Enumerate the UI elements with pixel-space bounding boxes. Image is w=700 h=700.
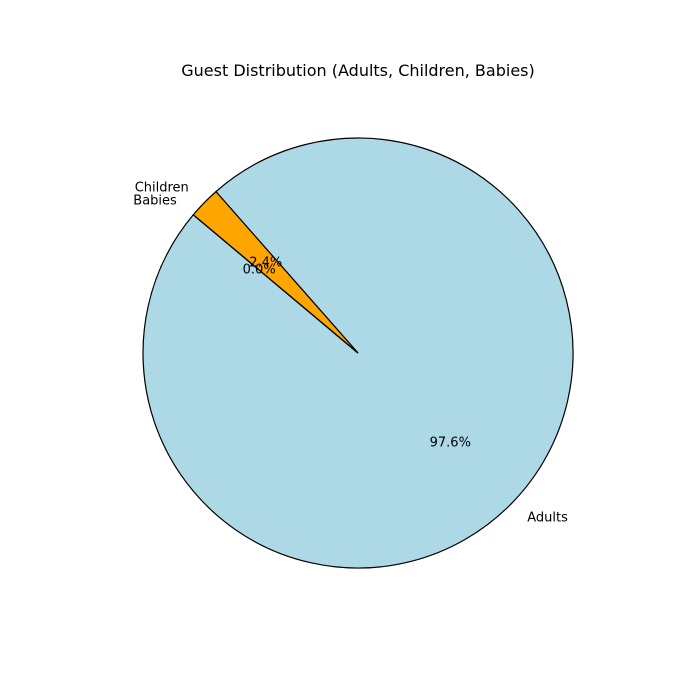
slice-label-adults: Adults bbox=[527, 511, 568, 526]
slice-label-babies: Babies bbox=[133, 193, 177, 208]
labels-layer: Adults 97.6% Children 2.4% Babies 0.0% bbox=[133, 180, 568, 525]
slices-layer bbox=[142, 137, 574, 569]
pie-slice-children bbox=[192, 190, 359, 354]
pct-label-adults: 97.6% bbox=[430, 436, 471, 451]
chart-title: Guest Distribution (Adults, Children, Ba… bbox=[181, 61, 534, 80]
pct-label-babies: 0.0% bbox=[243, 263, 276, 278]
pct-label-children: 2.4% bbox=[249, 255, 282, 270]
slice-label-children: Children bbox=[135, 180, 189, 195]
